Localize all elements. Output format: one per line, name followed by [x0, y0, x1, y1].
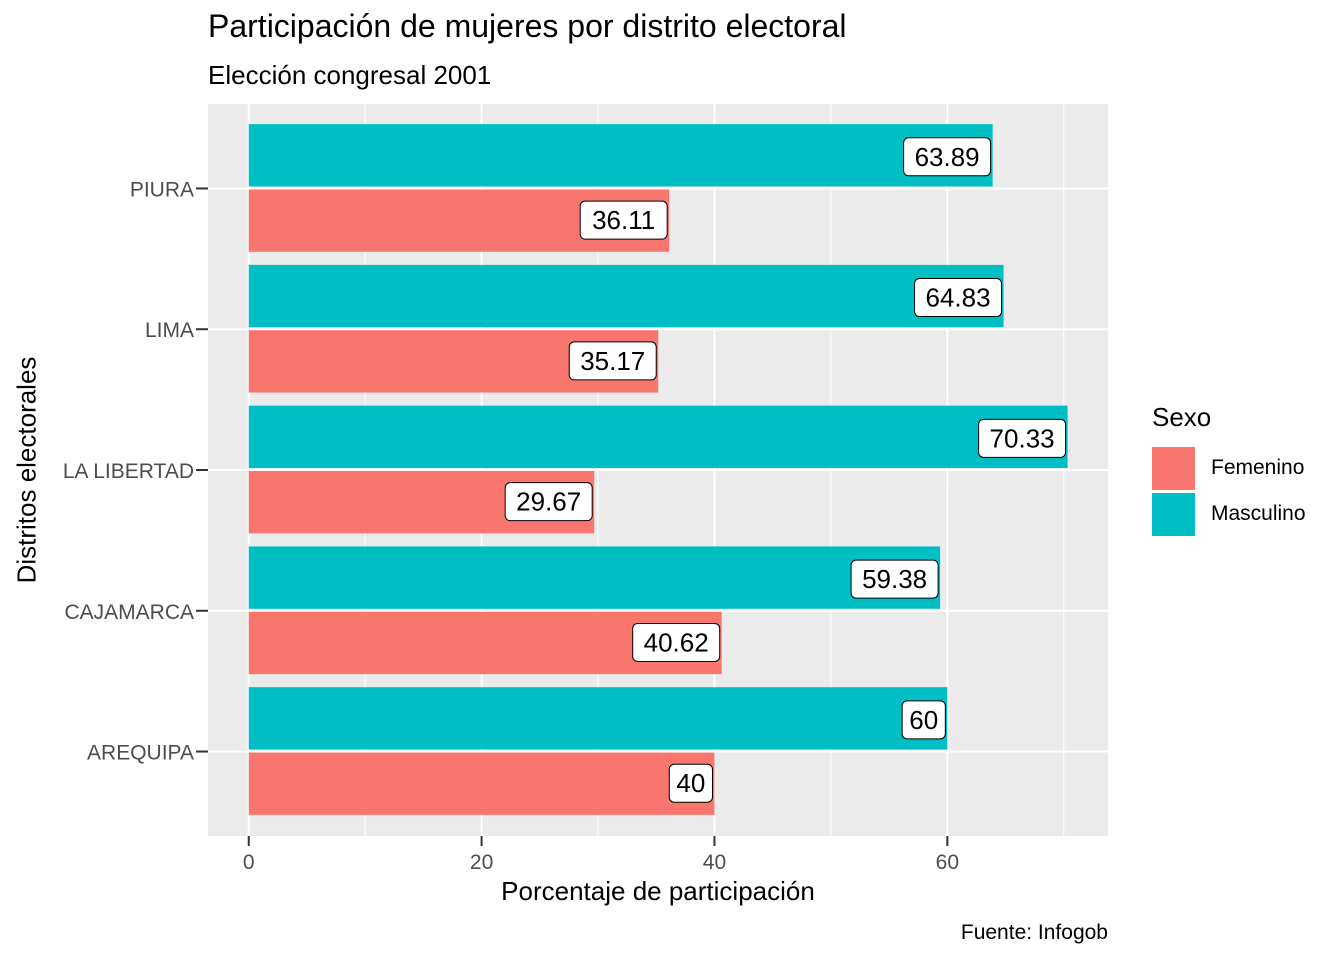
- x-tick-label: 40: [703, 851, 726, 874]
- legend-item-femenino: Femenino: [1152, 445, 1306, 491]
- data-label: 40.62: [644, 627, 709, 657]
- data-label-box: [668, 763, 713, 803]
- legend-title: Sexo: [1152, 402, 1212, 432]
- caption: Fuente: Infogob: [960, 921, 1108, 944]
- data-label-box: [978, 418, 1067, 458]
- bar-masculino: [248, 546, 941, 609]
- x-tick-label: 20: [470, 851, 493, 874]
- data-label-box: [901, 700, 946, 740]
- data-label: 64.83: [926, 283, 991, 313]
- legend-key-femenino: [1152, 446, 1195, 490]
- bar-femenino: [248, 752, 715, 815]
- data-label: 60: [909, 705, 938, 735]
- legend-key-masculino: [1152, 492, 1195, 536]
- x-tick-label: 0: [243, 851, 255, 874]
- data-label: 35.17: [580, 346, 645, 376]
- data-label-box: [568, 341, 657, 381]
- data-label-box: [632, 622, 721, 662]
- y-axis-label: Distritos electorales: [11, 356, 42, 584]
- chart-subtitle: Elección congresal 2001: [208, 60, 492, 90]
- data-label-box: [914, 278, 1003, 318]
- chart-title: Participación de mujeres por distrito el…: [208, 8, 847, 44]
- data-label: 63.89: [915, 142, 980, 172]
- legend-label-femenino: Femenino: [1211, 456, 1305, 479]
- y-tick-label: CAJAMARCA: [64, 601, 194, 624]
- y-tick-label: LIMA: [145, 319, 194, 342]
- y-tick-label: AREQUIPA: [87, 742, 194, 765]
- x-axis-label: Porcentaje de participación: [501, 876, 815, 906]
- y-tick-label: PIURA: [130, 178, 194, 201]
- data-label: 36.11: [592, 205, 655, 235]
- data-label: 59.38: [862, 564, 927, 594]
- y-tick-label: LA LIBERTAD: [63, 460, 194, 483]
- bar-masculino: [248, 687, 948, 750]
- bar-masculino: [248, 405, 1068, 468]
- legend-label-masculino: Masculino: [1211, 502, 1306, 525]
- data-label: 70.33: [990, 423, 1055, 453]
- data-label: 29.67: [516, 487, 581, 517]
- data-label-box: [850, 559, 939, 599]
- data-label: 40: [676, 768, 705, 798]
- bar-masculino: [248, 264, 1004, 328]
- data-label-box: [504, 482, 593, 522]
- legend-item-masculino: Masculino: [1152, 491, 1306, 537]
- x-tick-label: 60: [936, 851, 959, 874]
- data-label-box: [579, 200, 668, 240]
- data-label-box: [903, 137, 992, 177]
- bar-masculino: [248, 124, 993, 187]
- legend: Sexo Femenino Masculino: [1152, 402, 1306, 537]
